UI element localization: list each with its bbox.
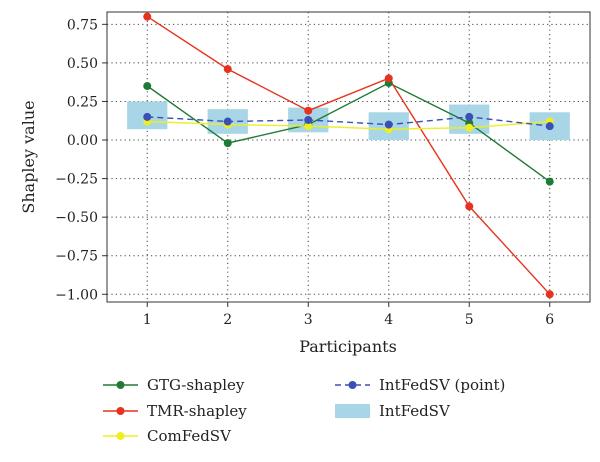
gtg-shapley-point <box>223 139 232 148</box>
y-tick-label: 0.50 <box>67 56 98 72</box>
tmr-shapley-point <box>223 65 232 74</box>
legend-label-gtg-shapley: GTG-shapley <box>147 376 245 394</box>
y-tick-label: −0.75 <box>55 249 98 265</box>
intfedsv-point-point <box>304 115 313 124</box>
legend: GTG-shapley TMR-shapley ComFedSV IntFedSV (… <box>103 376 505 445</box>
intfedsv-point-line <box>147 116 550 127</box>
legend-marker-intfedsv-point <box>348 381 357 389</box>
intfedsv-point-point <box>545 122 554 131</box>
x-tick-label: 5 <box>465 312 474 328</box>
y-axis-title: Shapley value <box>19 100 38 213</box>
legend-label-comfedsv: ComFedSV <box>147 427 232 445</box>
tmr-shapley-point <box>545 290 554 299</box>
x-tick-label: 1 <box>143 312 152 328</box>
tmr-shapley-point <box>143 12 152 21</box>
x-tick-label: 2 <box>223 312 232 328</box>
x-tick-label: 3 <box>304 312 313 328</box>
legend-marker-tmr-shapley <box>116 407 125 415</box>
y-tick-label: 0.00 <box>67 133 98 149</box>
legend-label-tmr-shapley: TMR-shapley <box>147 402 247 420</box>
legend-marker-comfedsv <box>116 432 125 440</box>
series-markers <box>143 12 554 299</box>
y-tick-label: −0.25 <box>55 172 98 188</box>
intfedsv-point-point <box>143 112 152 121</box>
comfedsv-line <box>147 120 550 130</box>
plot-frame <box>106 11 591 303</box>
y-tick-label: −0.50 <box>55 210 98 226</box>
tmr-shapley-line <box>146 16 551 295</box>
legend-label-intfedsv-point: IntFedSV (point) <box>379 376 505 394</box>
legend-marker-gtg-shapley <box>116 381 125 389</box>
x-tick-label: 4 <box>384 312 393 328</box>
tmr-shapley-point <box>384 74 393 83</box>
tmr-shapley-point <box>304 106 313 115</box>
tmr-shapley-point <box>465 202 474 211</box>
y-ticks: 0.75 0.50 0.25 0.00 −0.25 −0.50 −0.75 −1.00 <box>55 17 107 303</box>
x-ticks: 1 2 3 4 5 6 <box>143 302 554 328</box>
x-axis-title: Participants <box>299 337 397 356</box>
legend-label-intfedsv: IntFedSV <box>379 402 451 420</box>
gtg-shapley-point <box>143 82 152 91</box>
gtg-shapley-line <box>146 82 551 183</box>
legend-swatch-intfedsv <box>335 404 370 418</box>
intfedsv-point-point <box>465 112 474 121</box>
y-tick-label: 0.25 <box>67 94 98 110</box>
gtg-shapley-point <box>545 177 554 186</box>
y-tick-label: 0.75 <box>67 17 98 33</box>
comfedsv-point <box>465 123 474 132</box>
comfedsv-point <box>304 122 313 131</box>
series-lines <box>146 16 551 295</box>
intfedsv-intervals <box>127 101 570 141</box>
intfedsv-point-point <box>384 120 393 129</box>
y-tick-label: −1.00 <box>55 287 98 303</box>
intfedsv-point-point <box>223 117 232 126</box>
x-tick-label: 6 <box>545 312 554 328</box>
